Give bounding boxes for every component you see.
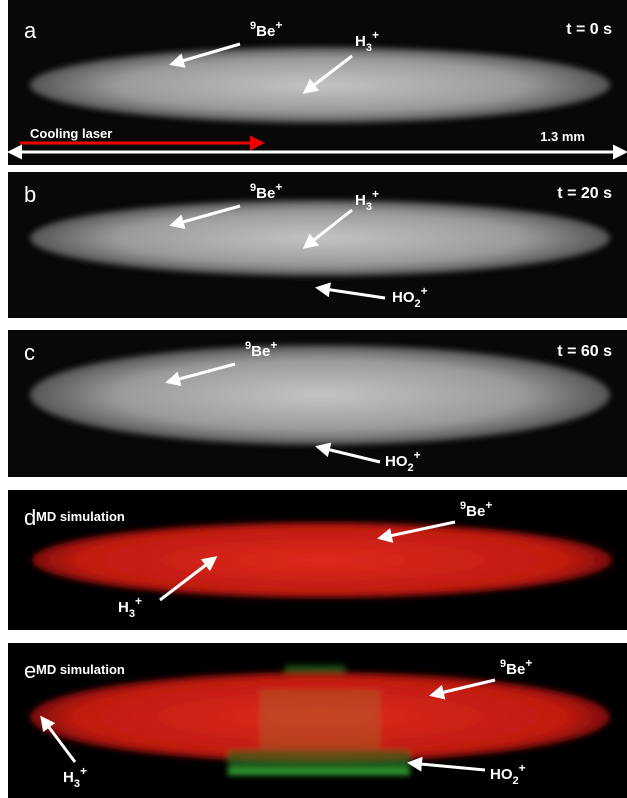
ion-main: HO xyxy=(392,289,415,306)
panel-letter: c xyxy=(24,340,35,365)
ion-sup: + xyxy=(372,187,379,201)
ion-sup: + xyxy=(519,761,526,775)
ion-sup: + xyxy=(275,180,282,194)
laser-label: Cooling laser xyxy=(30,126,112,141)
ion-main: H xyxy=(63,769,74,786)
ion-main: HO xyxy=(490,766,513,783)
ion-sub: 2 xyxy=(513,775,519,787)
ion-main: Be xyxy=(256,23,275,40)
panel-letter: a xyxy=(24,18,37,43)
panel-letter: b xyxy=(24,182,36,207)
panel-letter: d xyxy=(24,505,36,530)
ion-sup: + xyxy=(80,764,87,778)
time-label: t = 0 s xyxy=(566,21,612,38)
figure: at = 0 sCooling laser1.3 mm9Be+H3+bt = 2… xyxy=(0,0,627,798)
ion-main: Be xyxy=(251,343,270,360)
time-label: t = 20 s xyxy=(557,185,612,202)
ion-sub: 3 xyxy=(74,778,80,790)
caption: MD simulation xyxy=(36,662,125,677)
ion-sub: 3 xyxy=(366,42,372,54)
ion-sup: + xyxy=(372,28,379,42)
ion-sup: + xyxy=(275,18,282,32)
ion-main: H xyxy=(355,192,366,209)
ion-sup: + xyxy=(525,656,532,670)
ion-sup: + xyxy=(414,448,421,462)
ion-main: Be xyxy=(466,503,485,520)
ion-main: H xyxy=(118,599,129,616)
ion-sup: + xyxy=(135,594,142,608)
time-label: t = 60 s xyxy=(557,343,612,360)
ion-sup: + xyxy=(270,338,277,352)
ion-sub: 3 xyxy=(366,201,372,213)
ion-sub: 3 xyxy=(129,608,135,620)
ion-sup: + xyxy=(421,284,428,298)
ion-main: Be xyxy=(506,661,525,678)
ion-main: Be xyxy=(256,185,275,202)
ion-sub: 2 xyxy=(415,298,421,310)
ion-sup: + xyxy=(485,498,492,512)
caption: MD simulation xyxy=(36,509,125,524)
scale-label: 1.3 mm xyxy=(540,129,585,144)
panel-letter: e xyxy=(24,658,36,683)
ion-sub: 2 xyxy=(408,462,414,474)
ion-main: HO xyxy=(385,453,408,470)
ion-main: H xyxy=(355,33,366,50)
